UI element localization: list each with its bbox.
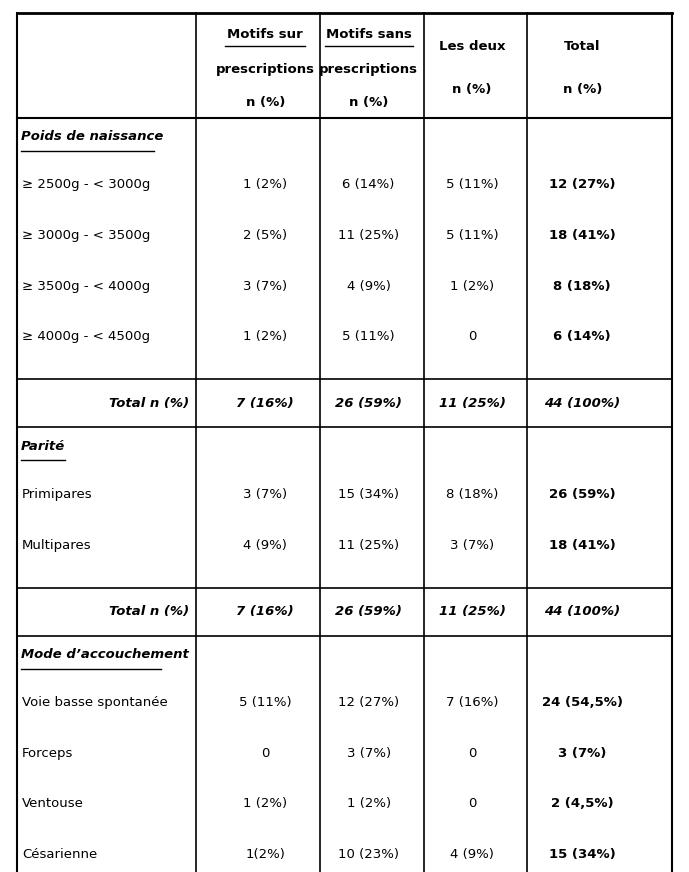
Text: prescriptions: prescriptions	[216, 64, 315, 76]
Text: 1 (2%): 1 (2%)	[243, 330, 287, 343]
Text: 3 (7%): 3 (7%)	[347, 747, 391, 760]
Text: 2 (4,5%): 2 (4,5%)	[551, 798, 613, 810]
Text: 1 (2%): 1 (2%)	[347, 798, 391, 810]
Text: 1 (2%): 1 (2%)	[243, 179, 287, 191]
Text: 6 (14%): 6 (14%)	[342, 179, 395, 191]
Text: ≥ 3500g - < 4000g: ≥ 3500g - < 4000g	[22, 280, 150, 292]
Text: 3 (7%): 3 (7%)	[243, 488, 287, 501]
Text: 3 (7%): 3 (7%)	[243, 280, 287, 292]
Text: n (%): n (%)	[562, 84, 602, 96]
Text: Total n (%): Total n (%)	[110, 397, 189, 410]
Text: Les deux: Les deux	[439, 40, 505, 52]
Text: Césarienne: Césarienne	[22, 848, 97, 861]
Text: 15 (34%): 15 (34%)	[549, 848, 615, 861]
Text: 0: 0	[261, 747, 269, 760]
Text: 1 (2%): 1 (2%)	[243, 798, 287, 810]
Text: 5 (11%): 5 (11%)	[239, 697, 291, 709]
Text: Mode d’accouchement: Mode d’accouchement	[21, 649, 189, 661]
Text: n (%): n (%)	[349, 97, 389, 109]
Text: 18 (41%): 18 (41%)	[549, 539, 615, 551]
Text: 7 (16%): 7 (16%)	[236, 605, 294, 618]
Text: 4 (9%): 4 (9%)	[347, 280, 391, 292]
Text: 12 (27%): 12 (27%)	[338, 697, 399, 709]
Text: 26 (59%): 26 (59%)	[335, 605, 402, 618]
Text: 18 (41%): 18 (41%)	[549, 229, 615, 242]
Text: 12 (27%): 12 (27%)	[549, 179, 615, 191]
Text: 1 (2%): 1 (2%)	[450, 280, 494, 292]
Text: 3 (7%): 3 (7%)	[450, 539, 494, 551]
Text: 11 (25%): 11 (25%)	[338, 539, 399, 551]
Text: Motifs sans: Motifs sans	[326, 29, 411, 41]
Text: ≥ 2500g - < 3000g: ≥ 2500g - < 3000g	[22, 179, 150, 191]
Text: Parité: Parité	[21, 440, 65, 453]
Text: Voie basse spontanée: Voie basse spontanée	[22, 697, 168, 709]
Text: 6 (14%): 6 (14%)	[553, 330, 611, 343]
Text: 2 (5%): 2 (5%)	[243, 229, 287, 242]
Text: 44 (100%): 44 (100%)	[544, 605, 620, 618]
Text: 5 (11%): 5 (11%)	[446, 179, 498, 191]
Text: Total: Total	[564, 40, 600, 52]
Text: n (%): n (%)	[452, 84, 492, 96]
Text: 0: 0	[468, 330, 476, 343]
Text: 44 (100%): 44 (100%)	[544, 397, 620, 410]
Text: 11 (25%): 11 (25%)	[438, 605, 506, 618]
Text: 26 (59%): 26 (59%)	[335, 397, 402, 410]
Text: n (%): n (%)	[245, 97, 285, 109]
Text: Ventouse: Ventouse	[22, 798, 84, 810]
Text: 0: 0	[468, 747, 476, 760]
Text: 26 (59%): 26 (59%)	[549, 488, 615, 501]
Text: 0: 0	[468, 798, 476, 810]
Text: 5 (11%): 5 (11%)	[342, 330, 395, 343]
Text: 5 (11%): 5 (11%)	[446, 229, 498, 242]
Text: 11 (25%): 11 (25%)	[438, 397, 506, 410]
Text: 15 (34%): 15 (34%)	[338, 488, 399, 501]
Text: Multipares: Multipares	[22, 539, 92, 551]
Text: 7 (16%): 7 (16%)	[446, 697, 498, 709]
Text: ≥ 3000g - < 3500g: ≥ 3000g - < 3500g	[22, 229, 150, 242]
Text: Poids de naissance: Poids de naissance	[21, 131, 163, 143]
Text: Motifs sur: Motifs sur	[227, 29, 303, 41]
Text: 8 (18%): 8 (18%)	[553, 280, 611, 292]
Text: 24 (54,5%): 24 (54,5%)	[542, 697, 623, 709]
Text: 10 (23%): 10 (23%)	[338, 848, 399, 861]
Text: 4 (9%): 4 (9%)	[243, 539, 287, 551]
Text: Total n (%): Total n (%)	[110, 605, 189, 618]
Text: 1(2%): 1(2%)	[245, 848, 285, 861]
Text: 3 (7%): 3 (7%)	[558, 747, 606, 760]
Text: 7 (16%): 7 (16%)	[236, 397, 294, 410]
Text: 11 (25%): 11 (25%)	[338, 229, 399, 242]
Text: 8 (18%): 8 (18%)	[446, 488, 498, 501]
Text: Forceps: Forceps	[22, 747, 74, 760]
Text: Primipares: Primipares	[22, 488, 93, 501]
Text: 4 (9%): 4 (9%)	[450, 848, 494, 861]
Text: ≥ 4000g - < 4500g: ≥ 4000g - < 4500g	[22, 330, 150, 343]
Text: prescriptions: prescriptions	[319, 64, 418, 76]
